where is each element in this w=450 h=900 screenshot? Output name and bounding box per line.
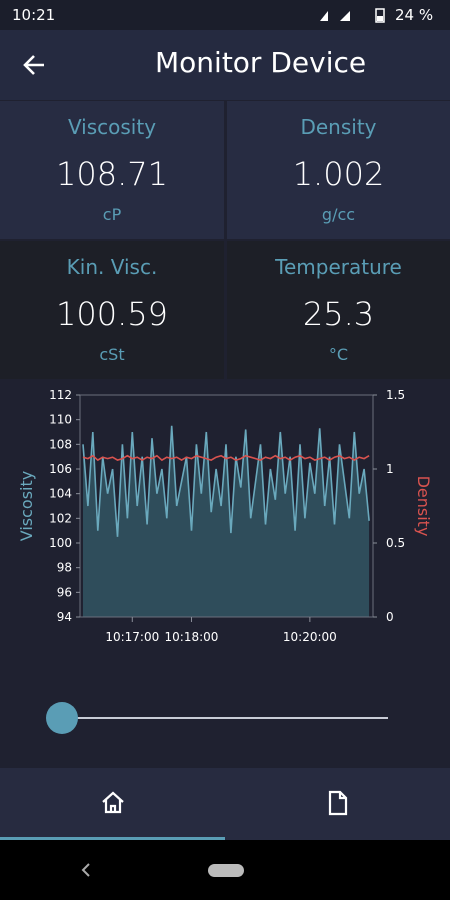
- system-nav: [0, 840, 450, 900]
- document-tab[interactable]: [326, 790, 350, 818]
- tile-value: 100.59: [56, 295, 168, 333]
- plot-frame: [79, 394, 374, 618]
- y-tick-label: 104: [49, 487, 72, 501]
- tile-label: Kin. Visc.: [66, 255, 158, 279]
- y-tick-label: 110: [49, 413, 72, 427]
- x-tick-label: 10:20:00: [283, 630, 337, 644]
- battery: 24 %: [395, 6, 434, 24]
- tile-label: Density: [300, 115, 377, 139]
- app-bar: Monitor Device: [0, 30, 450, 100]
- y-axis-label: Viscosity: [17, 471, 36, 541]
- y2-axis-label: Density: [414, 476, 433, 537]
- back-key[interactable]: [80, 862, 92, 878]
- tile-unit: cSt: [99, 345, 125, 364]
- tile-value: 1.002: [292, 155, 385, 193]
- tile: Temperature 25.3 °C: [227, 241, 450, 379]
- tile: Density 1.002 g/cc: [227, 101, 450, 239]
- status-icons: [320, 8, 385, 23]
- slider[interactable]: [40, 700, 400, 736]
- tile-unit: g/cc: [321, 205, 356, 224]
- tile-label: Viscosity: [67, 115, 157, 139]
- home-key[interactable]: [208, 864, 244, 877]
- y-tick-label: 106: [49, 462, 72, 476]
- y2-tick-label: 0: [386, 610, 394, 624]
- home-tab[interactable]: [100, 790, 126, 816]
- status-bar: 10:21 24 %: [0, 0, 450, 30]
- series-line: [82, 425, 370, 537]
- x-tick-label: 10:18:00: [165, 630, 219, 644]
- clock: 10:21: [12, 6, 56, 24]
- tile-value: 25.3: [302, 295, 375, 333]
- y-tick-label: 96: [57, 585, 72, 599]
- tile-unit: cP: [102, 205, 122, 224]
- chart: 94 96 98 100 102 104 106 108 110 112 0 0.5 1 1.5 10:17…: [17, 388, 433, 644]
- y2-tick-label: 0.5: [386, 536, 405, 550]
- tile-value: 108.71: [56, 155, 168, 193]
- tile-label: Temperature: [275, 255, 402, 279]
- tile: Kin. Visc. 100.59 cSt: [0, 241, 224, 379]
- y2-tick-label: 1.5: [386, 388, 405, 402]
- y-tick-label: 102: [49, 511, 72, 525]
- y-tick-label: 94: [57, 610, 72, 624]
- y-tick-label: 100: [49, 536, 72, 550]
- bottom-nav: [0, 768, 450, 840]
- x-tick-label: 10:17:00: [105, 630, 159, 644]
- tile: Viscosity 108.71 cP: [0, 101, 224, 239]
- y-tick-label: 108: [49, 437, 72, 451]
- title: Monitor Device: [155, 46, 367, 79]
- back-button[interactable]: [22, 53, 48, 77]
- series-line: [82, 454, 370, 462]
- y2-tick-label: 1: [386, 462, 394, 476]
- tile-unit: °C: [328, 345, 349, 364]
- tab-indicator: [0, 837, 225, 840]
- y-tick-label: 98: [57, 561, 72, 575]
- y-tick-label: 112: [49, 388, 72, 402]
